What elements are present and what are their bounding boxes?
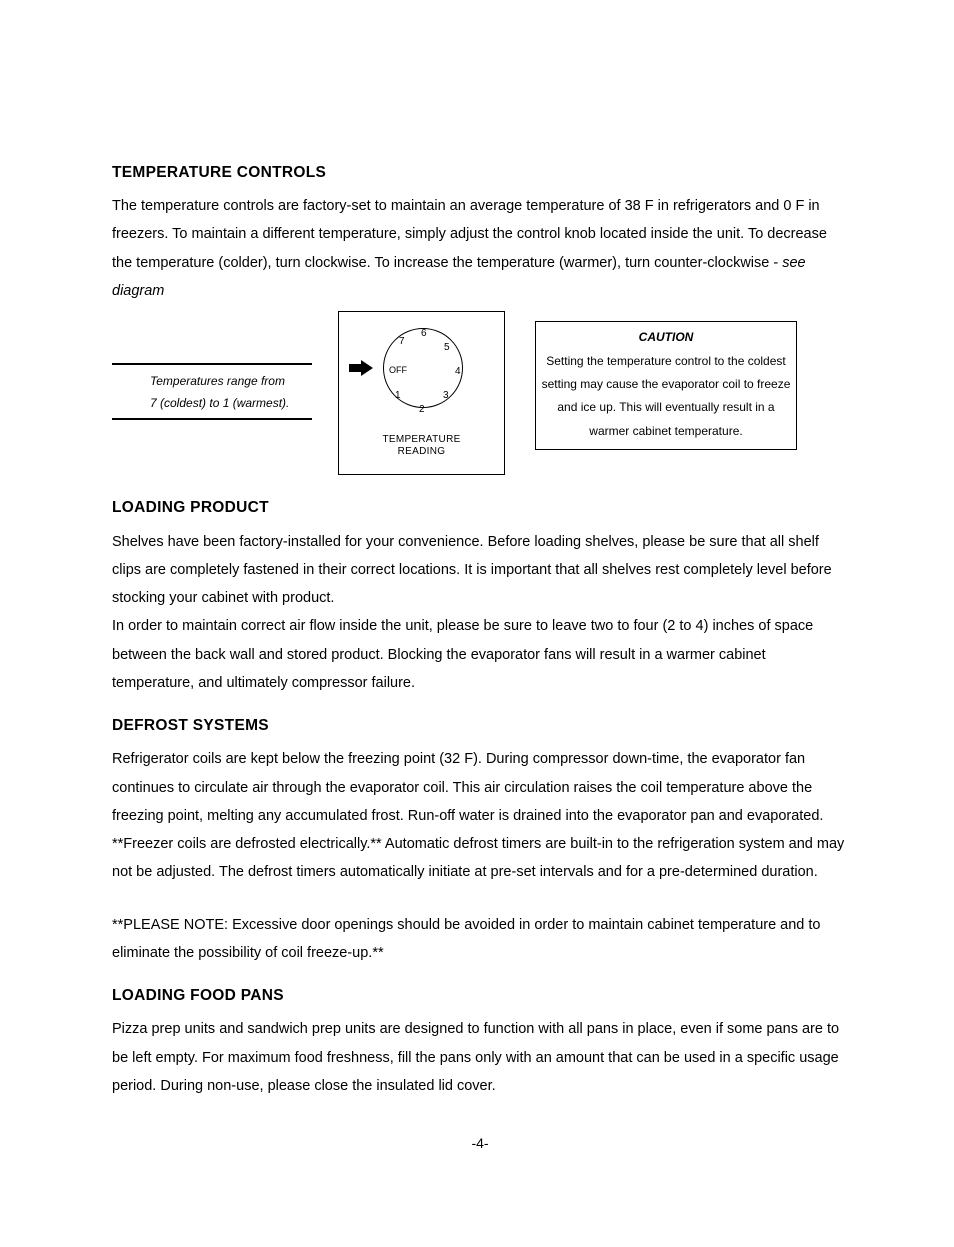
page-number: -4- bbox=[112, 1130, 848, 1157]
document-page: TEMPERATURE CONTROLS The temperature con… bbox=[0, 0, 954, 1247]
caution-body: Setting the temperature control to the c… bbox=[540, 350, 792, 444]
heading-defrost-systems: DEFROST SYSTEMS bbox=[112, 711, 848, 741]
heading-loading-product: LOADING PRODUCT bbox=[112, 493, 848, 523]
paragraph-loading-2: In order to maintain correct air flow in… bbox=[112, 612, 848, 697]
paragraph-defrost-1: Refrigerator coils are kept below the fr… bbox=[112, 745, 848, 886]
dial-label-1: 1 bbox=[395, 386, 401, 406]
dial-caption: TEMPERATURE READING bbox=[339, 434, 504, 458]
body-text: The temperature controls are factory-set… bbox=[112, 198, 827, 271]
divider bbox=[112, 363, 312, 365]
caption-line-1: TEMPERATURE bbox=[382, 434, 460, 445]
dial-label-7: 7 bbox=[399, 332, 405, 352]
dial-label-3: 3 bbox=[443, 386, 449, 406]
caption-line-2: READING bbox=[398, 446, 446, 457]
dial-label-6: 6 bbox=[421, 324, 427, 344]
diagram-row: Temperatures range from 7 (coldest) to 1… bbox=[112, 311, 848, 475]
paragraph-loading-1: Shelves have been factory-installed for … bbox=[112, 528, 848, 613]
heading-loading-food-pans: LOADING FOOD PANS bbox=[112, 981, 848, 1011]
dial-label-5: 5 bbox=[444, 338, 450, 358]
dial-label-off: OFF bbox=[389, 362, 407, 380]
temperature-dial-diagram: 6 7 5 OFF 4 1 3 2 TEMPERATURE READING bbox=[338, 311, 505, 475]
caution-title: CAUTION bbox=[540, 326, 792, 349]
heading-temperature-controls: TEMPERATURE CONTROLS bbox=[112, 158, 848, 188]
note-line-1: Temperatures range from bbox=[150, 371, 312, 393]
paragraph-temp-controls: The temperature controls are factory-set… bbox=[112, 192, 848, 305]
caution-box: CAUTION Setting the temperature control … bbox=[535, 321, 797, 450]
paragraph-defrost-note: **PLEASE NOTE: Excessive door openings s… bbox=[112, 911, 848, 968]
paragraph-food-pans: Pizza prep units and sandwich prep units… bbox=[112, 1015, 848, 1100]
dial-label-4: 4 bbox=[455, 362, 461, 382]
temperature-range-note: Temperatures range from 7 (coldest) to 1… bbox=[112, 359, 312, 426]
note-line-2: 7 (coldest) to 1 (warmest). bbox=[150, 393, 312, 415]
arrow-icon bbox=[349, 360, 373, 376]
dial-label-2: 2 bbox=[419, 400, 425, 420]
divider bbox=[112, 418, 312, 420]
